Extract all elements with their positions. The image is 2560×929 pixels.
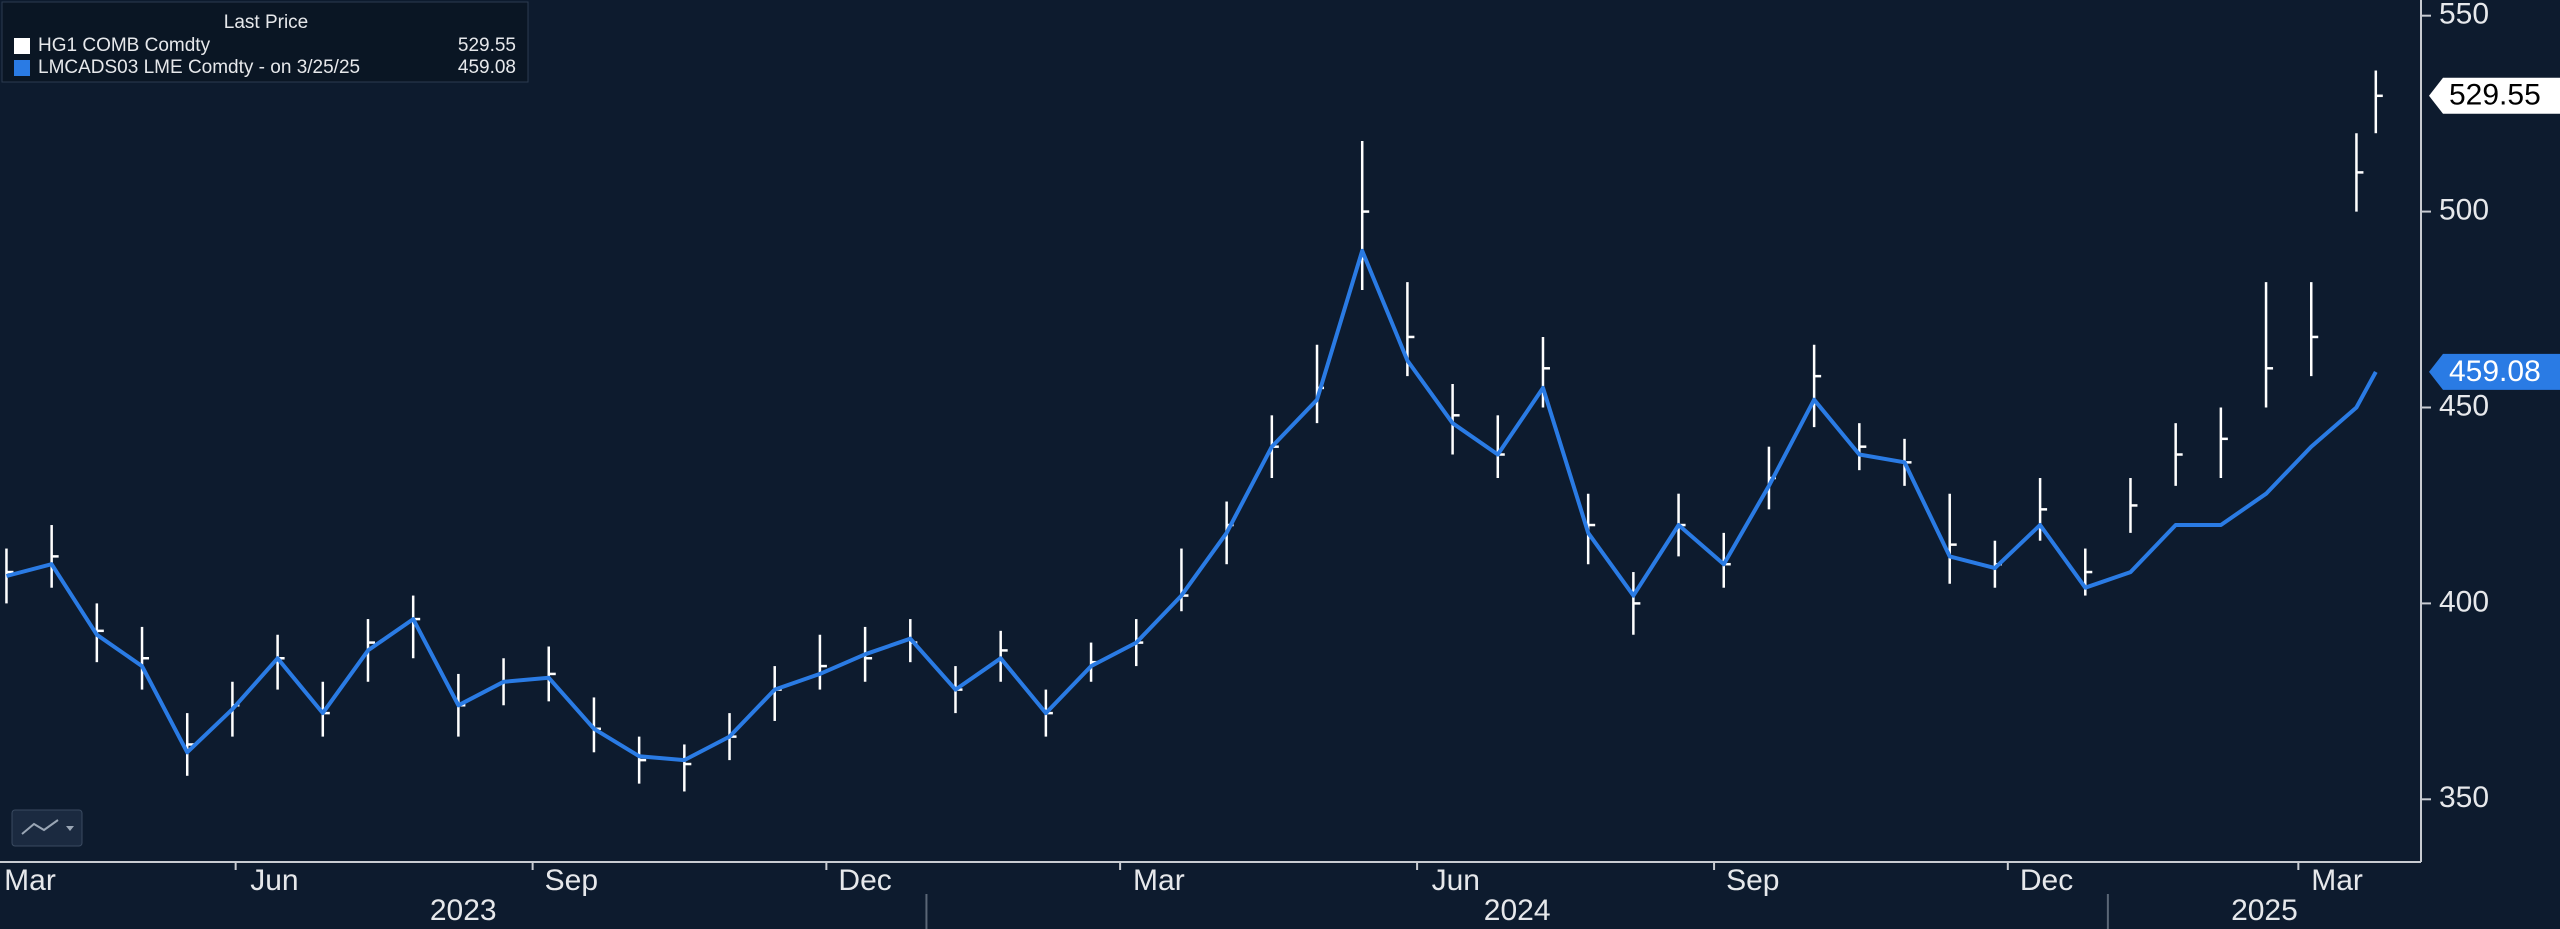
legend-swatch	[14, 38, 30, 54]
x-tick-label: Dec	[838, 864, 891, 897]
last-value-label: 529.55	[2449, 79, 2541, 112]
y-tick-label: 450	[2439, 389, 2489, 422]
last-value-label: 459.08	[2449, 355, 2541, 388]
y-tick-label: 550	[2439, 0, 2489, 31]
y-tick-label: 400	[2439, 585, 2489, 618]
legend-title: Last Price	[224, 12, 308, 33]
price-line	[5, 248, 2378, 763]
legend-swatch	[14, 60, 30, 76]
last-value-tag	[2429, 77, 2560, 114]
x-tick-label: Mar	[1133, 864, 1185, 897]
y-tick-label: 500	[2439, 194, 2489, 227]
x-tick-label: Mar	[4, 864, 56, 897]
dropdown-arrow	[66, 826, 74, 831]
legend-value: 529.55	[458, 35, 516, 56]
legend-label: HG1 COMB Comdty	[38, 35, 211, 56]
legend: Last Price HG1 COMB Comdty 529.55 LMCADS03…	[1, 1, 529, 83]
x-tick-label: Sep	[545, 864, 598, 897]
legend-label: LMCADS03 LME Comdty - on 3/25/25	[38, 57, 360, 78]
x-tick-label: Jun	[1432, 864, 1480, 897]
year-label: 2023	[430, 894, 497, 927]
legend-value: 459.08	[458, 57, 516, 78]
year-label: 2024	[1484, 894, 1551, 927]
x-tick-label: Mar	[2311, 864, 2363, 897]
chart-type-icon	[21, 819, 59, 835]
x-tick-label: Dec	[2020, 864, 2073, 897]
legend-box	[1, 1, 529, 83]
plot-area	[5, 70, 2383, 792]
y-tick-label: 350	[2439, 781, 2489, 814]
x-tick-label: Jun	[250, 864, 298, 897]
last-value-tag	[2429, 353, 2560, 390]
x-tick-label: Sep	[1726, 864, 1779, 897]
year-label: 2025	[2231, 894, 2298, 927]
